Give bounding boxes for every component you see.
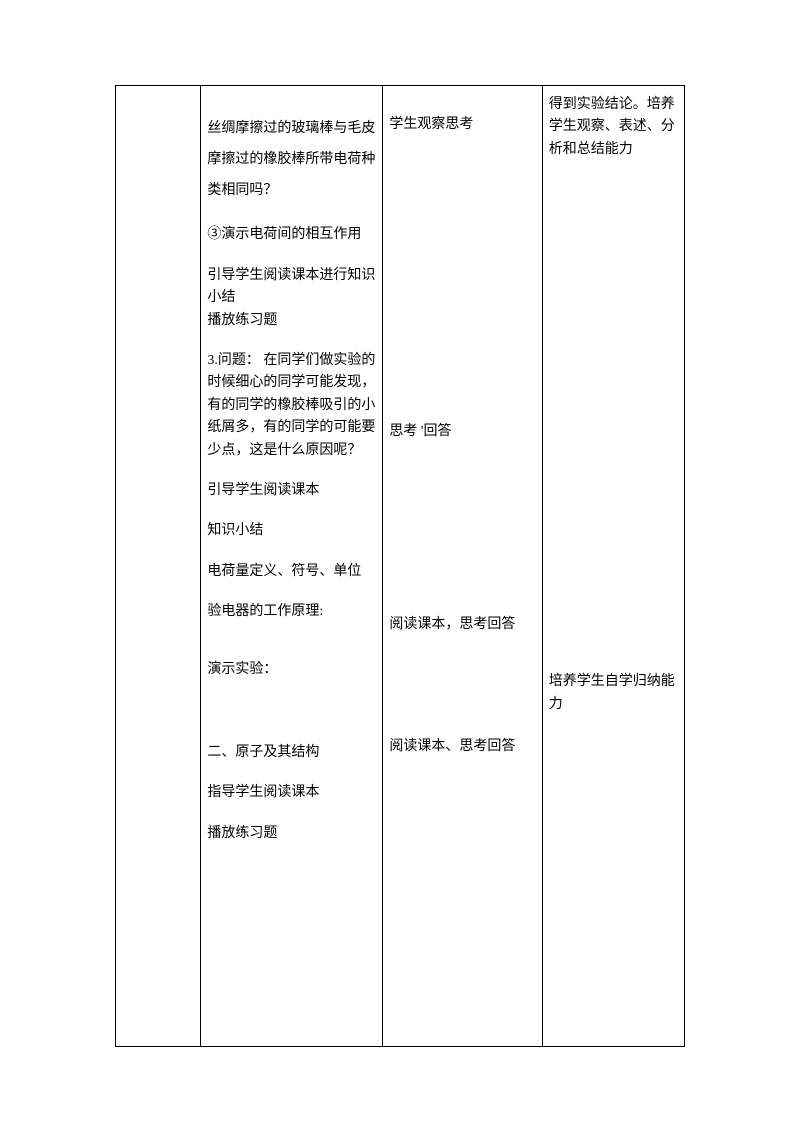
problem-text: 3.问题： 在同学们做实验的时候细心的同学可能发现，有的同学的橡胶棒吸引的小纸屑…	[207, 350, 376, 462]
exercise-text-2: 播放练习题	[207, 823, 376, 845]
cell-content: 学生观察思考 思考 '回答 阅读课本，思考回答 阅读课本、思考回答	[389, 114, 535, 759]
read-think-2: 阅读课本、思考回答	[389, 736, 535, 758]
read-think-1: 阅读课本，思考回答	[389, 614, 535, 636]
lesson-plan-table: 丝绸摩擦过的玻璃棒与毛皮摩擦过的橡胶棒所带电荷种类相同吗？ ③演示电荷间的相互作…	[115, 85, 685, 1047]
charge-def: 电荷量定义、符号、单位	[207, 561, 376, 583]
cell-content: 丝绸摩擦过的玻璃棒与毛皮摩擦过的橡胶棒所带电荷种类相同吗？ ③演示电荷间的相互作…	[207, 114, 376, 845]
demo-exp: 演示实验：	[207, 659, 376, 681]
exercise-text: 播放练习题	[207, 310, 376, 332]
think-answer: 思考 '回答	[389, 421, 535, 443]
conclusion-text: 得到实验结论。培养学生观察、表述、分析和总结能力	[549, 94, 678, 161]
cell-content: 得到实验结论。培养学生观察、表述、分析和总结能力 培养学生自学归纳能力	[549, 94, 678, 716]
cultivate-text: 培养学生自学归纳能力	[549, 671, 678, 716]
guide-text: 引导学生阅读课本进行知识小结	[207, 265, 376, 310]
student-observe: 学生观察思考	[389, 114, 535, 136]
table-col-3: 学生观察思考 思考 '回答 阅读课本，思考回答 阅读课本、思考回答	[383, 86, 542, 1047]
table-col-1	[116, 86, 201, 1047]
summary-heading: 知识小结	[207, 520, 376, 542]
guide-reading-2: 指导学生阅读课本	[207, 782, 376, 804]
guide-reading: 引导学生阅读课本	[207, 480, 376, 502]
table-col-4: 得到实验结论。培养学生观察、表述、分析和总结能力 培养学生自学归纳能力	[542, 86, 684, 1047]
demo-text: ③演示电荷间的相互作用	[207, 224, 376, 246]
section-heading: 二、原子及其结构	[207, 742, 376, 764]
question-text: 丝绸摩擦过的玻璃棒与毛皮摩擦过的橡胶棒所带电荷种类相同吗？	[207, 114, 376, 206]
table-col-2: 丝绸摩擦过的玻璃棒与毛皮摩擦过的橡胶棒所带电荷种类相同吗？ ③演示电荷间的相互作…	[201, 86, 383, 1047]
electroscope-text: 验电器的工作原理:	[207, 601, 376, 623]
